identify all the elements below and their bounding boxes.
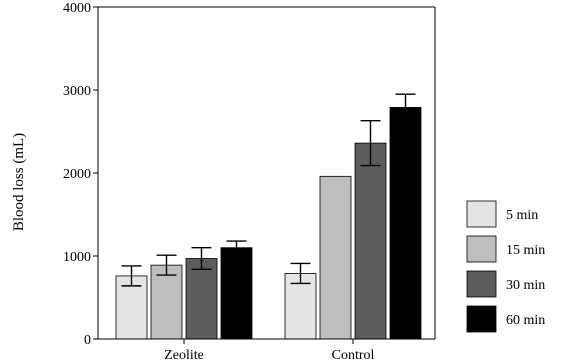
legend-label-30min: 30 min <box>506 278 545 293</box>
y-tick-label-0: 0 <box>84 333 91 348</box>
error-bars-layer <box>121 93 416 287</box>
bar-zeolite-60min <box>220 247 253 340</box>
y-axis-title: Blood loss (mL) <box>11 133 27 231</box>
y-tick-label-2: 2000 <box>63 167 91 182</box>
legend-swatch-15min <box>466 235 497 263</box>
legend-swatch-60min <box>466 305 497 333</box>
legend-swatch-5min <box>466 200 497 228</box>
legend-label-15min: 15 min <box>506 243 545 258</box>
y-tick-label-4: 4000 <box>63 1 91 16</box>
bar-control-30min <box>354 142 387 340</box>
x-tick-label-control: Control <box>332 348 375 363</box>
bar-control-15min <box>319 175 352 340</box>
y-tick-label-3: 3000 <box>63 84 91 99</box>
y-tick-label-1: 1000 <box>63 250 91 265</box>
x-axis-ticks: Zeolite Control <box>164 339 374 363</box>
bar-control-60min <box>389 107 422 340</box>
legend-swatch-30min <box>466 270 497 298</box>
legend-label-60min: 60 min <box>506 313 545 328</box>
legend-label-5min: 5 min <box>506 208 538 223</box>
legend: 5 min 15 min 30 min 60 min <box>466 200 545 333</box>
y-axis-ticks: 0 1000 2000 3000 4000 <box>63 1 98 348</box>
bar-zeolite-30min <box>185 258 218 340</box>
bar-zeolite-15min <box>150 264 183 340</box>
x-tick-label-zeolite: Zeolite <box>164 348 204 363</box>
bars-layer <box>115 107 422 340</box>
